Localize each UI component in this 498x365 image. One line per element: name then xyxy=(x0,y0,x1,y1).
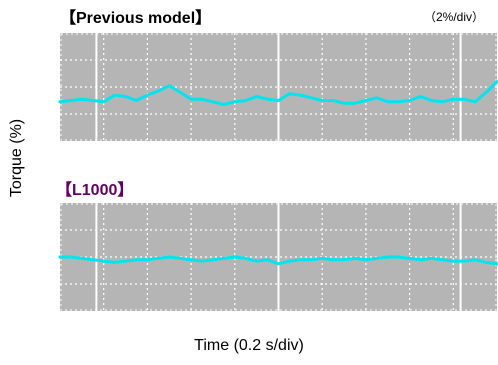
chart-title-previous-model: 【Previous model】 xyxy=(60,10,212,27)
torque-trace xyxy=(58,255,498,266)
chart-title-l1000: 【L1000】 xyxy=(56,182,134,199)
torque-trace xyxy=(58,80,498,106)
scale-label: （2%/div） xyxy=(424,10,485,24)
x-axis-label: Time (0.2 s/div) xyxy=(194,337,304,354)
